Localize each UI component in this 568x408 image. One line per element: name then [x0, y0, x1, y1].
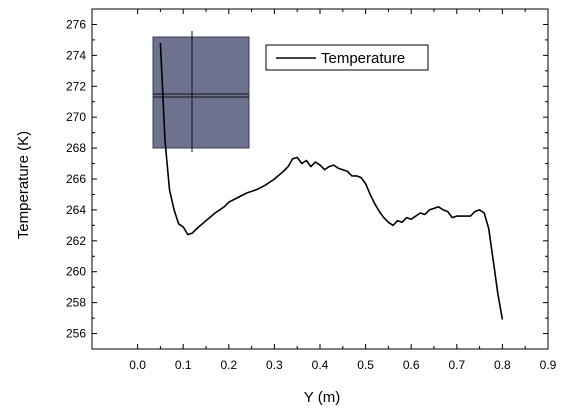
- x-tick-label: 0.9: [540, 358, 557, 372]
- y-tick-label: 260: [66, 265, 86, 279]
- x-tick-label: 0.3: [266, 358, 283, 372]
- y-tick-label: 272: [66, 79, 86, 93]
- y-tick-label: 270: [66, 110, 86, 124]
- legend: Temperature: [265, 44, 429, 71]
- x-tick-label: 0.4: [312, 358, 329, 372]
- y-tick-label: 256: [66, 327, 86, 341]
- x-tick-label: 0.0: [129, 358, 146, 372]
- y-tick-label: 264: [66, 203, 86, 217]
- y-tick-label: 276: [66, 17, 86, 31]
- y-tick-label: 258: [66, 296, 86, 310]
- x-axis-title: Y (m): [304, 389, 340, 406]
- y-tick-label: 266: [66, 172, 86, 186]
- x-tick-label: 0.1: [175, 358, 192, 372]
- inset-image: [152, 31, 250, 152]
- x-tick-label: 0.5: [357, 358, 374, 372]
- y-tick-label: 274: [66, 48, 86, 62]
- y-axis-title: Temperature (K): [15, 131, 32, 239]
- x-axis-ticks: 0.0 0.1 0.2 0.3 0.4 0.5 0.6 0.7 0.8 0.9: [129, 9, 557, 372]
- y-tick-label: 268: [66, 141, 86, 155]
- x-tick-label: 0.6: [403, 358, 420, 372]
- legend-label: Temperature: [321, 50, 405, 67]
- x-tick-label: 0.2: [220, 358, 237, 372]
- plot-frame: [91, 8, 549, 350]
- y-tick-label: 262: [66, 234, 86, 248]
- x-tick-label: 0.8: [494, 358, 511, 372]
- temperature-series-line: [159, 42, 504, 320]
- x-tick-label: 0.7: [448, 358, 465, 372]
- y-axis-ticks: 256 258 260 262 264 266 268 270 272 274 276: [66, 17, 548, 341]
